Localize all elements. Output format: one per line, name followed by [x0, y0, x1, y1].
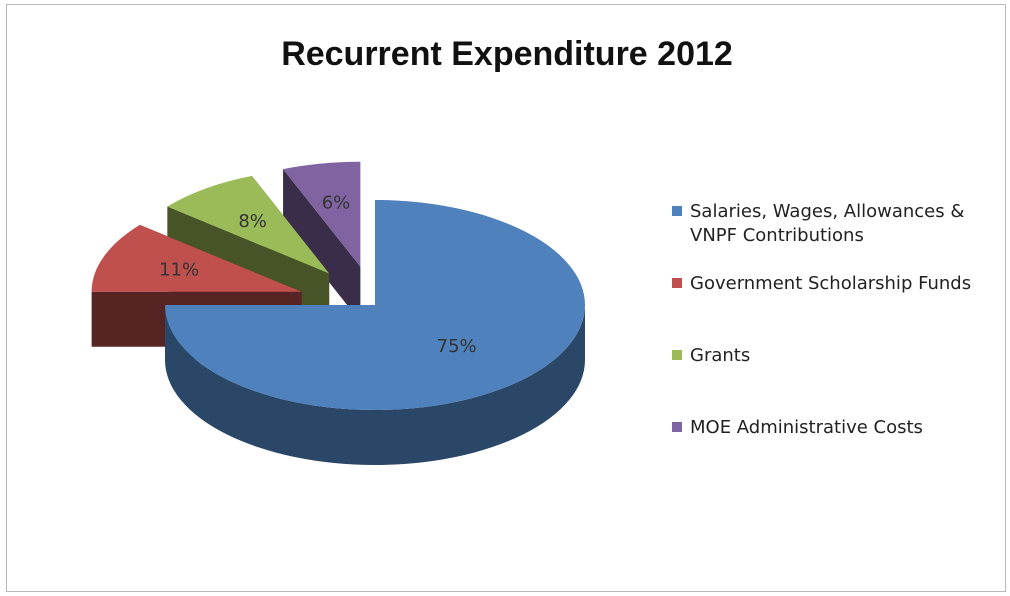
pie-data-labels: 75% 11% 8% 6% [159, 193, 477, 357]
legend-swatch-grants [672, 350, 682, 360]
legend-swatch-moe [672, 422, 682, 432]
legend-label-salaries: Salaries, Wages, Allowances & VNPF Contr… [690, 201, 965, 246]
pie-slice-wall-moe [283, 169, 361, 322]
data-label-grants: 8% [238, 211, 267, 232]
legend-item-grants: Grants [672, 344, 995, 368]
data-label-salaries: 75% [437, 336, 477, 357]
data-label-scholarship: 11% [159, 260, 199, 281]
legend-label-moe: MOE Administrative Costs [690, 417, 923, 438]
legend-label-scholarship: Government Scholarship Funds [690, 273, 972, 294]
pie-slice-top-salaries [165, 200, 585, 410]
pie-slice-side-salaries [165, 305, 585, 465]
pie-slice-top-grants [167, 175, 330, 274]
legend-item-salaries: Salaries, Wages, Allowances & VNPF Contr… [672, 200, 995, 248]
chart-title: Recurrent Expenditure 2012 [281, 35, 733, 73]
legend-item-scholarship: Government Scholarship Funds [672, 272, 995, 296]
legend-label-grants: Grants [690, 345, 751, 366]
legend-swatch-salaries [672, 206, 682, 216]
legend-swatch-scholarship [672, 278, 682, 288]
legend-item-moe: MOE Administrative Costs [672, 416, 995, 440]
pie-slice-salaries [165, 200, 585, 465]
pie-slice-top-scholarship [91, 224, 302, 292]
pie-slice-moe [283, 161, 361, 322]
pie-slice-top-moe [283, 161, 361, 267]
pie-slices [91, 161, 585, 465]
data-label-moe: 6% [322, 193, 351, 214]
